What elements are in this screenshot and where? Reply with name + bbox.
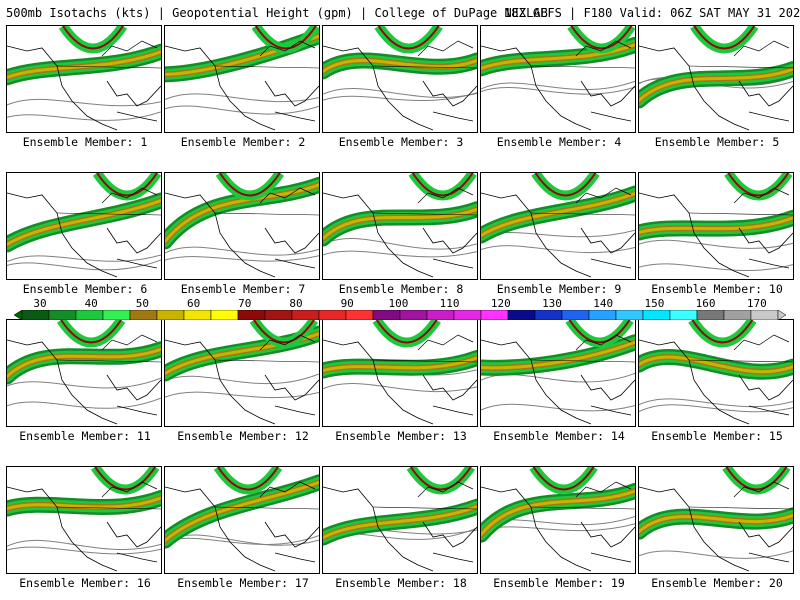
colorbar-swatch — [507, 310, 536, 320]
colorbar-tick-label: 160 — [695, 297, 716, 310]
ensemble-member-label: Ensemble Member: 20 — [651, 576, 783, 590]
colorbar-swatch — [534, 310, 563, 320]
colorbar-tick-label: 130 — [542, 297, 562, 310]
colorbar-swatch — [750, 310, 779, 320]
ensemble-member-label: Ensemble Member: 6 — [22, 282, 148, 296]
ensemble-member-map — [638, 319, 794, 427]
ensemble-member-label: Ensemble Member: 10 — [651, 282, 783, 296]
colorbar-tick-label: 90 — [340, 297, 354, 310]
ensemble-member-label: Ensemble Member: 17 — [177, 576, 309, 590]
colorbar-tick-label: 120 — [490, 297, 511, 310]
colorbar-swatch — [237, 310, 266, 320]
ensemble-member-map — [164, 25, 320, 133]
colorbar-swatch — [291, 310, 320, 320]
colorbar-swatch — [588, 310, 617, 320]
colorbar-tick-label: 50 — [135, 297, 150, 310]
ensemble-member-map — [6, 172, 162, 280]
colorbar-tick-label: 30 — [33, 297, 47, 310]
ensemble-member-map — [6, 25, 162, 133]
ensemble-member-map — [480, 172, 636, 280]
colorbar-swatch — [723, 310, 752, 320]
colorbar-swatch — [75, 310, 104, 320]
ensemble-member-label: Ensemble Member: 14 — [493, 429, 625, 443]
colorbar-swatch — [453, 310, 482, 320]
ensemble-member-map — [480, 25, 636, 133]
colorbar-swatch — [669, 310, 698, 320]
colorbar-swatch — [372, 310, 401, 320]
ensemble-member-label: Ensemble Member: 2 — [180, 135, 306, 149]
ensemble-member-map — [6, 466, 162, 574]
colorbar-swatch — [264, 310, 293, 320]
colorbar-tick-label: 150 — [644, 297, 665, 310]
colorbar-swatch — [21, 310, 50, 320]
colorbar-swatch — [345, 310, 374, 320]
colorbar-tick-label: 60 — [186, 297, 201, 310]
ensemble-member-label: Ensemble Member: 11 — [19, 429, 151, 443]
colorbar-tick-label: 100 — [388, 297, 409, 310]
ensemble-member-label: Ensemble Member: 4 — [496, 135, 622, 149]
colorbar-swatch — [210, 310, 239, 320]
ensemble-member-label: Ensemble Member: 18 — [335, 576, 467, 590]
colorbar-tick-label: 70 — [238, 297, 252, 310]
ensemble-member-map — [480, 319, 636, 427]
ensemble-member-map — [638, 466, 794, 574]
colorbar-tick-label: 110 — [439, 297, 460, 310]
colorbar-swatch — [480, 310, 509, 320]
ensemble-member-label: Ensemble Member: 5 — [654, 135, 780, 149]
colorbar-swatch — [426, 310, 455, 320]
ensemble-member-map — [322, 466, 478, 574]
colorbar-tick-label: 140 — [593, 297, 614, 310]
isotach-colorbar — [14, 310, 786, 320]
ensemble-member-label: Ensemble Member: 12 — [177, 429, 309, 443]
valid-time-label: 18Z GEFS | F180 Valid: 06Z SAT MAY 31 20… — [504, 6, 800, 20]
ensemble-member-label: Ensemble Member: 1 — [22, 135, 148, 149]
ensemble-member-label: Ensemble Member: 13 — [335, 429, 467, 443]
ensemble-member-map — [164, 466, 320, 574]
ensemble-member-label: Ensemble Member: 3 — [338, 135, 464, 149]
ensemble-member-map — [638, 25, 794, 133]
ensemble-member-map — [6, 319, 162, 427]
colorbar-swatch — [561, 310, 590, 320]
ensemble-member-label: Ensemble Member: 19 — [493, 576, 625, 590]
ensemble-member-map — [322, 25, 478, 133]
colorbar-swatch — [102, 310, 131, 320]
ensemble-member-map — [164, 172, 320, 280]
colorbar-swatch — [615, 310, 644, 320]
ensemble-member-map — [164, 319, 320, 427]
ensemble-member-map — [322, 172, 478, 280]
colorbar-tick-label: 170 — [746, 297, 767, 310]
ensemble-member-map — [480, 466, 636, 574]
colorbar-swatch — [696, 310, 725, 320]
ensemble-member-label: Ensemble Member: 8 — [338, 282, 464, 296]
colorbar-swatch — [48, 310, 77, 320]
map-title: 500mb Isotachs (kts) | Geopotential Heig… — [6, 6, 548, 20]
colorbar-swatch — [156, 310, 185, 320]
colorbar-swatch — [183, 310, 212, 320]
colorbar-swatch — [642, 310, 671, 320]
ensemble-member-label: Ensemble Member: 15 — [651, 429, 783, 443]
colorbar-swatch — [399, 310, 428, 320]
colorbar-swatch — [318, 310, 347, 320]
colorbar-swatch — [129, 310, 158, 320]
colorbar-tick-label: 40 — [84, 297, 98, 310]
ensemble-member-map — [638, 172, 794, 280]
ensemble-member-label: Ensemble Member: 9 — [496, 282, 622, 296]
ensemble-member-label: Ensemble Member: 16 — [19, 576, 151, 590]
colorbar-tick-label: 80 — [289, 297, 303, 310]
ensemble-member-map — [322, 319, 478, 427]
ensemble-member-label: Ensemble Member: 7 — [180, 282, 306, 296]
